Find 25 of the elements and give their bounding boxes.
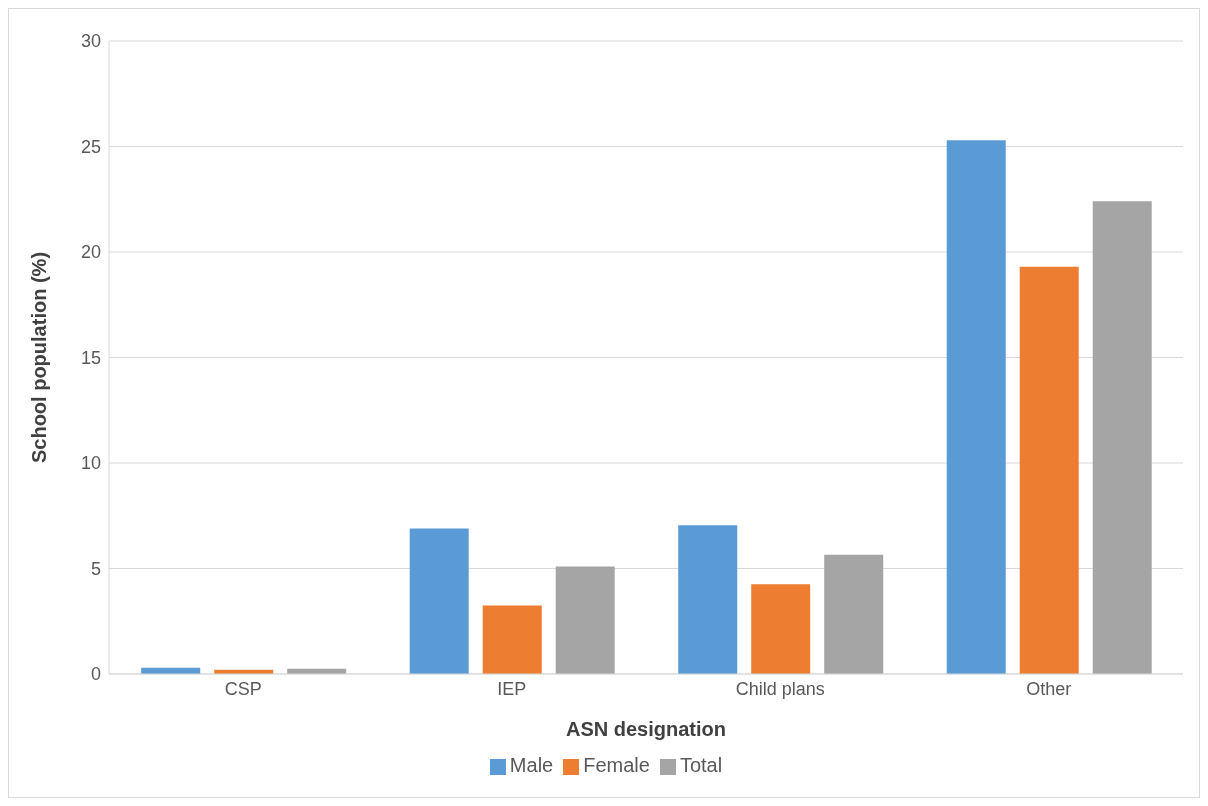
bar xyxy=(482,605,542,674)
y-axis-title: School population (%) xyxy=(28,251,51,464)
bar xyxy=(751,584,811,674)
y-tick-label: 30 xyxy=(80,31,101,52)
legend-label: Total xyxy=(679,754,723,776)
y-tick-label: 5 xyxy=(90,558,101,579)
bar xyxy=(678,525,738,674)
bar xyxy=(409,528,469,674)
y-tick-label: 0 xyxy=(90,664,101,685)
bar xyxy=(1019,266,1079,674)
y-tick-label: 20 xyxy=(80,242,101,263)
legend-label: Female xyxy=(583,754,650,776)
bar xyxy=(824,554,884,674)
legend-label: Male xyxy=(509,754,554,776)
x-tick-label: CSP xyxy=(224,678,262,699)
bar xyxy=(1092,201,1152,674)
x-tick-label: Other xyxy=(1026,678,1072,699)
bar xyxy=(946,140,1006,674)
y-tick-label: 25 xyxy=(80,136,101,157)
y-tick-label: 15 xyxy=(80,347,101,368)
bar xyxy=(555,566,615,674)
x-axis-title: ASN designation xyxy=(565,718,727,740)
y-tick-label: 10 xyxy=(80,453,101,474)
x-tick-label: IEP xyxy=(497,678,527,699)
x-tick-label: Child plans xyxy=(735,678,825,699)
